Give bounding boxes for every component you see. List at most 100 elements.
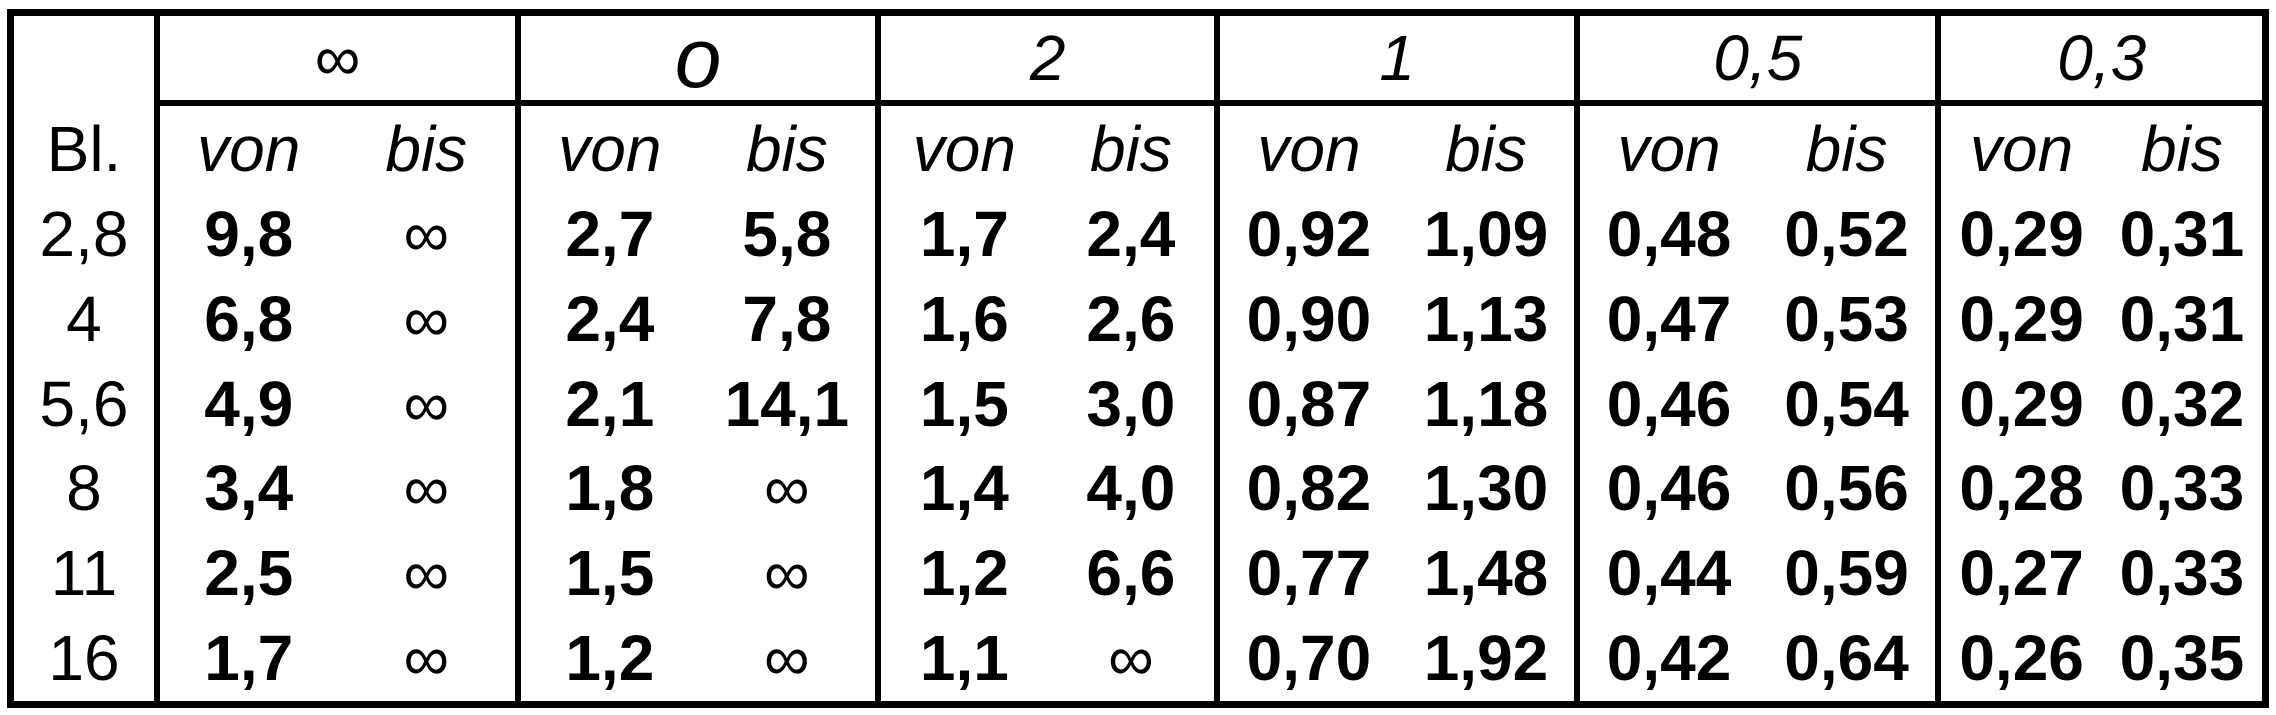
group-header-2m: 2: [875, 12, 1218, 106]
subheader-row: von bis von bis von bis von bis von bis …: [11, 103, 2266, 192]
subheader-bis: bis: [1805, 113, 1888, 185]
data-cell: 0,82: [1214, 445, 1398, 531]
data-cell: 0,33: [2119, 536, 2245, 609]
subheader-bis: bis: [2141, 113, 2223, 185]
data-cell: 1,1: [875, 615, 1048, 705]
subheader-von: von: [1214, 103, 1398, 192]
data-cell: ∞: [403, 452, 450, 525]
subheader-bis: bis: [1090, 113, 1172, 185]
subheader-von: von: [1574, 103, 1758, 192]
row-label-aperture: 5,6: [39, 367, 129, 440]
data-cell: 1,48: [1423, 536, 1549, 609]
depth-of-field-table: Bl. ∞ o 2 1 0,5 0,3 von bis von bis von …: [7, 9, 2269, 708]
subheader-von: von: [515, 103, 699, 192]
data-cell: 1,5: [515, 530, 699, 616]
data-cell: ∞: [764, 536, 810, 609]
data-cell: 1,13: [1423, 282, 1549, 355]
data-cell: 0,26: [1935, 615, 2102, 705]
data-cell: 0,46: [1574, 361, 1758, 446]
data-cell: 0,48: [1574, 192, 1758, 277]
data-cell: 5,8: [742, 198, 832, 271]
group-header-1m: 1: [1214, 12, 1578, 106]
data-cell: 0,87: [1214, 361, 1398, 446]
data-cell: 0,44: [1574, 530, 1758, 616]
data-cell: 1,09: [1423, 198, 1549, 271]
row-label-aperture: 4: [66, 282, 102, 355]
data-cell: 2,7: [515, 192, 699, 277]
data-cell: 0,52: [1784, 198, 1909, 271]
group-header-o: o: [515, 12, 879, 106]
data-cell: 0,92: [1214, 192, 1398, 277]
data-cell: 1,8: [515, 445, 699, 531]
data-cell: 4,9: [153, 361, 338, 446]
data-cell: 1,2: [515, 615, 699, 705]
data-cell: 0,42: [1574, 615, 1758, 705]
corner-label: Bl.: [46, 113, 122, 185]
data-cell: 0,35: [2119, 622, 2245, 695]
data-cell: 7,8: [742, 282, 832, 355]
subheader-bis: bis: [745, 113, 828, 185]
data-cell: ∞: [403, 198, 450, 271]
data-cell: 6,8: [153, 276, 338, 362]
row-label-aperture: 8: [66, 452, 102, 525]
data-cell: 0,28: [1935, 445, 2102, 531]
data-cell: 1,18: [1423, 367, 1549, 440]
data-cell: ∞: [403, 282, 450, 355]
subheader-bis: bis: [385, 113, 468, 185]
group-header-row: Bl. ∞ o 2 1 0,5 0,3: [11, 12, 2266, 181]
data-cell: 4,0: [1086, 452, 1176, 525]
data-cell: 0,77: [1214, 530, 1398, 616]
data-cell: 0,29: [1935, 192, 2102, 277]
data-cell: 3,4: [153, 445, 338, 531]
subheader-von: von: [1935, 103, 2102, 192]
data-cell: 0,31: [2119, 198, 2245, 271]
data-cell: 0,29: [1935, 276, 2102, 362]
row-label-aperture: 2,8: [39, 198, 129, 271]
data-cell: 0,31: [2119, 282, 2245, 355]
group-header-0-3m: 0,3: [1935, 12, 2266, 106]
data-cell: 9,8: [153, 192, 338, 277]
data-cell: 0,56: [1784, 452, 1909, 525]
row-label-aperture: 11: [50, 536, 118, 609]
data-cell: 3,0: [1086, 367, 1176, 440]
data-cell: 1,6: [875, 276, 1048, 362]
data-cell: 1,2: [875, 530, 1048, 616]
subheader-bis: bis: [1445, 113, 1527, 185]
table-row: 4 6,8 ∞ 2,4 7,8 1,6 2,6 0,90 1,13 0,47 0,53 0,29 0,3…: [11, 276, 2266, 362]
table-row: 8 3,4 ∞ 1,8 ∞ 1,4 4,0 0,82 1,30 0,46 0,56 0,28 0,33: [11, 445, 2266, 531]
data-cell: 2,6: [1086, 282, 1176, 355]
data-cell: 0,47: [1574, 276, 1758, 362]
row-label-aperture: 16: [48, 622, 120, 695]
data-cell: 0,64: [1784, 622, 1909, 695]
data-cell: 2,1: [515, 361, 699, 446]
data-cell: ∞: [1108, 622, 1154, 695]
data-cell: ∞: [403, 536, 450, 609]
data-cell: 1,7: [875, 192, 1048, 277]
data-cell: 2,4: [515, 276, 699, 362]
data-cell: 0,29: [1935, 361, 2102, 446]
table-row: 11 2,5 ∞ 1,5 ∞ 1,2 6,6 0,77 1,48 0,44 0,59 0,27 0,33: [11, 530, 2266, 616]
data-cell: ∞: [764, 452, 810, 525]
data-cell: 14,1: [724, 367, 850, 440]
subheader-von: von: [875, 103, 1048, 192]
data-cell: 0,33: [2119, 452, 2245, 525]
corner-cell: Bl.: [11, 13, 157, 193]
data-cell: 0,53: [1784, 282, 1909, 355]
data-cell: ∞: [403, 622, 450, 695]
table-row: 16 1,7 ∞ 1,2 ∞ 1,1 ∞ 0,70 1,92 0,42 0,64 0,26 0,35: [11, 615, 2266, 705]
data-cell: 6,6: [1086, 536, 1176, 609]
data-cell: 1,4: [875, 445, 1048, 531]
data-cell: 1,92: [1423, 622, 1549, 695]
data-cell: 0,32: [2119, 367, 2245, 440]
data-cell: 0,54: [1784, 367, 1909, 440]
table-row: 2,8 9,8 ∞ 2,7 5,8 1,7 2,4 0,92 1,09 0,48 0,52 0,29 0…: [11, 192, 2266, 277]
data-cell: 0,70: [1214, 615, 1398, 705]
data-cell: ∞: [764, 622, 810, 695]
data-cell: 1,5: [875, 361, 1048, 446]
group-header-0-5m: 0,5: [1574, 12, 1939, 106]
data-cell: 1,7: [153, 615, 338, 705]
data-cell: 2,5: [153, 530, 338, 616]
data-cell: ∞: [403, 367, 450, 440]
data-cell: 0,59: [1784, 536, 1909, 609]
subheader-von: von: [153, 103, 338, 192]
